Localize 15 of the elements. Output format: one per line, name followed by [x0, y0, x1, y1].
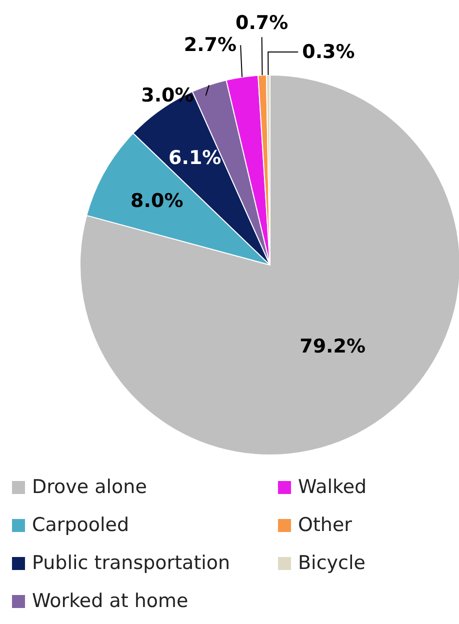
data-label: 2.7% — [184, 34, 237, 56]
legend-label: Worked at home — [32, 590, 188, 612]
legend-label: Drove alone — [32, 476, 147, 498]
data-label: 8.0% — [130, 190, 184, 212]
data-label: 0.3% — [302, 41, 355, 64]
legend-label: Walked — [298, 476, 367, 498]
data-label: 79.2% — [300, 336, 366, 358]
legend-label: Other — [298, 514, 352, 536]
legend-label: Carpooled — [32, 514, 130, 536]
legend-label: Public transportation — [32, 552, 230, 574]
pie-slice — [80, 74, 459, 456]
data-label: 3.0% — [141, 84, 194, 107]
data-label: 0.7% — [235, 12, 288, 34]
legend-label: Bicycle — [298, 552, 366, 574]
data-label: 6.1% — [168, 147, 222, 170]
